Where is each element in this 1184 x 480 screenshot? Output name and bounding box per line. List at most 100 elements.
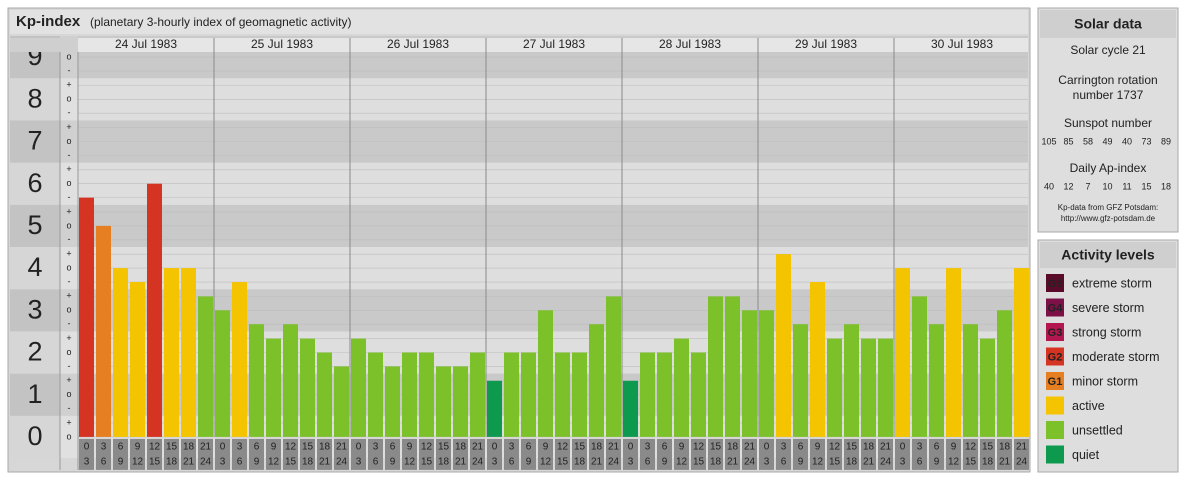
x-tick-label: 24 [472,457,484,468]
bar [232,282,247,437]
bar [300,338,315,437]
legend-label: moderate storm [1072,350,1160,364]
ap-value: 12 [1063,181,1073,191]
legend-label: extreme storm [1072,276,1152,290]
minor-tick-label: - [68,403,71,413]
x-tick-label: 3 [917,442,923,453]
minor-band [60,120,78,163]
x-tick-label: 21 [591,457,603,468]
time-cell [266,438,281,470]
time-cell [317,438,332,470]
x-tick-label: 21 [200,442,212,453]
date-label: 28 Jul 1983 [659,37,721,51]
x-tick-label: 9 [951,442,957,453]
sunspot-value: 105 [1041,136,1056,146]
time-cell [1014,438,1029,470]
y-band [10,289,60,332]
y-band [10,162,60,205]
legend-label: strong storm [1072,325,1141,339]
bar [912,296,927,437]
x-tick-label: 18 [846,457,858,468]
x-tick-label: 18 [455,442,467,453]
x-tick-label: 3 [373,442,379,453]
time-cell [521,438,536,470]
minor-band [60,78,78,121]
x-tick-label: 21 [880,442,892,453]
bar [810,282,825,437]
minor-tick-label: - [68,150,71,160]
x-tick-label: 15 [302,442,314,453]
minor-band [60,162,78,205]
minor-tick-label: o [66,305,71,315]
y-tick-label: 6 [27,168,42,198]
bar [691,352,706,437]
minor-band [60,373,78,416]
time-cell [538,438,553,470]
y-tick-label: 1 [27,379,42,409]
time-cell [232,438,247,470]
x-tick-label: 0 [220,442,226,453]
x-tick-label: 3 [509,442,515,453]
x-tick-label: 15 [438,442,450,453]
bar [538,310,553,437]
minor-tick-label: o [66,51,71,61]
time-cell [980,438,995,470]
y-tick-label: 8 [27,83,42,113]
bar [555,352,570,437]
x-tick-label: 3 [781,442,787,453]
time-cell [725,438,740,470]
solar-title: Solar data [1074,16,1142,32]
ap-value: 15 [1141,181,1151,191]
minor-tick-label: - [68,361,71,371]
y-band [10,247,60,290]
minor-tick-label: + [66,80,71,90]
x-tick-label: 18 [302,457,314,468]
x-tick-label: 21 [999,457,1011,468]
time-cell [572,438,587,470]
minor-tick-label: o [66,178,71,188]
time-cell [300,438,315,470]
x-tick-label: 18 [319,442,331,453]
x-tick-label: 6 [917,457,923,468]
bar [725,296,740,437]
x-tick-label: 21 [863,457,875,468]
bar [147,183,162,437]
minor-tick-label: o [66,431,71,441]
bar [487,380,502,437]
minor-tick-label: o [66,220,71,230]
x-tick-label: 9 [407,442,413,453]
bar [589,324,604,437]
time-cell [640,438,655,470]
time-cell [997,438,1012,470]
time-cell [810,438,825,470]
date-label: 27 Jul 1983 [523,37,585,51]
bar [266,338,281,437]
x-tick-label: 3 [492,457,498,468]
x-tick-label: 18 [982,457,994,468]
x-tick-label: 24 [336,457,348,468]
x-tick-label: 21 [608,442,620,453]
time-cell [215,438,230,470]
chart-title: Kp-index [16,13,81,30]
bar [436,366,451,437]
date-label: 25 Jul 1983 [251,37,313,51]
bar [742,310,757,437]
y-band [10,78,60,121]
x-tick-label: 18 [710,457,722,468]
y-band [10,204,60,247]
minor-tick-label: o [66,136,71,146]
solar-panel [1037,7,1179,233]
x-tick-label: 9 [118,457,124,468]
bar [606,296,621,437]
chart-subtitle: (planetary 3-hourly index of geomagnetic… [90,15,351,29]
x-tick-label: 6 [526,442,532,453]
minor-tick-label: + [66,164,71,174]
legend-label: severe storm [1072,301,1144,315]
sunspot-value: 73 [1141,136,1151,146]
bar [130,282,145,437]
x-tick-label: 15 [149,457,161,468]
sunspot-value: 85 [1063,136,1073,146]
bar [470,352,485,437]
ap-title: Daily Ap-index [1070,161,1147,175]
bar [402,352,417,437]
